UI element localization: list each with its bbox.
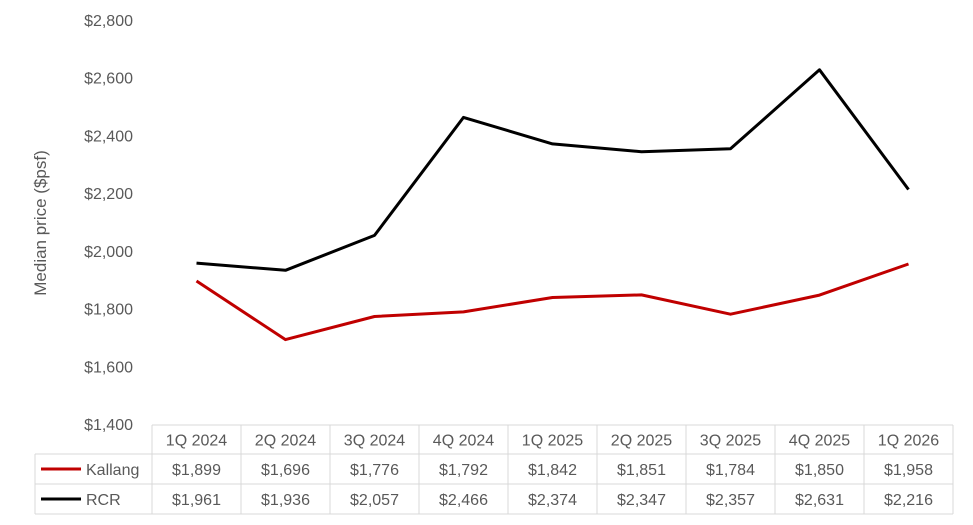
y-tick-label: $1,400 (84, 417, 133, 434)
y-tick-label: $2,200 (84, 186, 133, 203)
data-label: $2,374 (528, 492, 577, 509)
data-label: $1,958 (884, 462, 933, 479)
y-tick-label: $1,800 (84, 302, 133, 319)
y-axis-title: Median price ($psf) (31, 150, 50, 296)
x-tick-label: 1Q 2025 (522, 433, 583, 450)
y-tick-label: $2,400 (84, 128, 133, 145)
x-tick-label: 1Q 2024 (166, 433, 227, 450)
data-label: $2,216 (884, 492, 933, 509)
data-label: $2,057 (350, 492, 399, 509)
data-table: 1Q 2024 2Q 2024 3Q 2024 4Q 2024 1Q 2025 2Q 20… (34, 424, 954, 515)
y-tick-label: $1,600 (84, 359, 133, 376)
data-label: $1,842 (528, 462, 577, 479)
data-label: $2,357 (706, 492, 755, 509)
series-line-kallang (195, 262, 909, 342)
data-label: $2,631 (795, 492, 844, 509)
series-lines (195, 68, 910, 342)
data-label: $2,466 (439, 492, 488, 509)
data-label: $2,347 (617, 492, 666, 509)
data-label: $1,850 (795, 462, 844, 479)
x-tick-label: 3Q 2024 (344, 433, 405, 450)
y-tick-label: $2,600 (84, 71, 133, 88)
data-label: $1,784 (706, 462, 755, 479)
data-label: $1,792 (439, 462, 488, 479)
x-tick-label: 4Q 2025 (789, 433, 850, 450)
x-tick-label: 1Q 2026 (878, 433, 939, 450)
legend-label: RCR (86, 492, 121, 509)
y-axis-tick-labels: $1,400 $1,600 $1,800 $2,000 $2,200 $2,400 $2,6… (84, 13, 133, 434)
y-tick-label: $2,800 (84, 13, 133, 30)
x-tick-label: 2Q 2024 (255, 433, 316, 450)
data-label: $1,776 (350, 462, 399, 479)
data-label: $1,936 (261, 492, 310, 509)
legend-label: Kallang (86, 462, 139, 479)
y-tick-label: $2,000 (84, 244, 133, 261)
data-label: $1,696 (261, 462, 310, 479)
x-tick-label: 3Q 2025 (700, 433, 761, 450)
x-tick-label: 4Q 2024 (433, 433, 494, 450)
data-label: $1,961 (172, 492, 221, 509)
data-label: $1,899 (172, 462, 221, 479)
series-line-rcr (196, 68, 910, 272)
data-label: $1,851 (617, 462, 666, 479)
x-tick-label: 2Q 2025 (611, 433, 672, 450)
